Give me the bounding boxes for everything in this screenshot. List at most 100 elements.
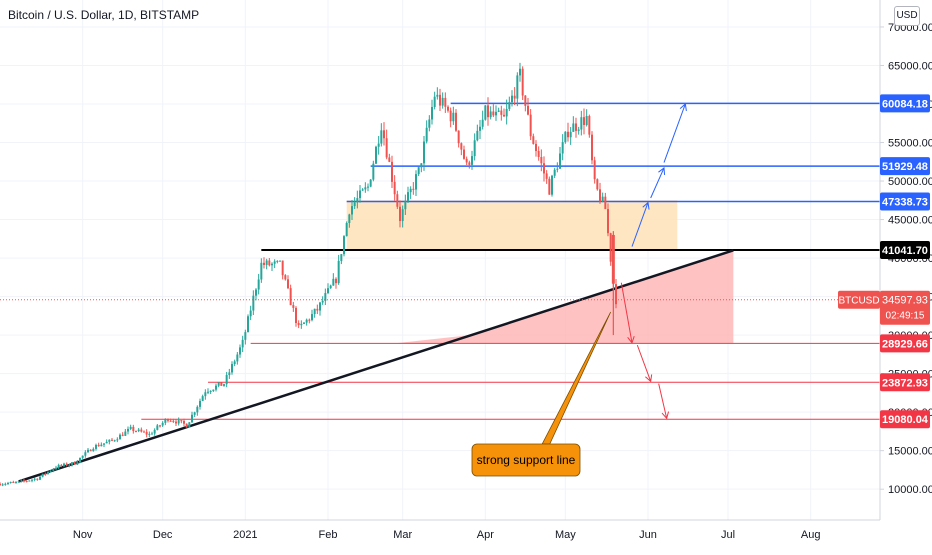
candle-body: [140, 429, 143, 432]
y-tick-label: 15000.00: [888, 446, 932, 458]
candle-body: [287, 279, 289, 289]
candle-body: [20, 480, 23, 482]
candle-body: [76, 462, 79, 465]
candle-body: [209, 390, 212, 392]
candle-body: [409, 188, 412, 193]
candle-body: [516, 75, 519, 99]
price-level-label: 47338.73: [882, 197, 928, 209]
candle-body: [484, 105, 487, 120]
price-level-tag: [880, 241, 930, 260]
candle-body: [609, 233, 612, 262]
candle-body: [561, 142, 564, 154]
candle-body: [41, 473, 44, 477]
candle-body: [292, 305, 295, 308]
candle-body: [545, 173, 548, 179]
candle-body: [596, 179, 599, 190]
candle-body: [233, 361, 236, 365]
candle-body: [84, 452, 87, 456]
candle-body: [47, 471, 49, 474]
currency-button[interactable]: USD: [894, 6, 920, 26]
candle-body: [44, 473, 47, 475]
countdown-label: 02:49:15: [886, 311, 925, 322]
candle-body: [271, 263, 273, 266]
candle-body: [457, 130, 460, 144]
price-level-tag: [880, 410, 930, 429]
candle-body: [297, 323, 300, 326]
x-tick-label: Mar: [393, 529, 412, 541]
candle-body: [39, 476, 41, 480]
candle-body: [81, 455, 84, 458]
candle-body: [329, 285, 332, 289]
candle-body: [521, 68, 524, 96]
candle-body: [353, 202, 356, 207]
callout-box: [471, 443, 581, 477]
candle-body: [193, 412, 196, 415]
candle-body: [295, 307, 297, 324]
candle-body: [337, 260, 340, 284]
candle-body: [372, 163, 375, 180]
x-tick-label: Jul: [721, 529, 735, 541]
candle-body: [25, 480, 28, 482]
y-tick-label: 10000.00: [888, 484, 932, 496]
candle-body: [300, 323, 303, 326]
candle-body: [225, 375, 228, 385]
candle-body: [201, 396, 204, 401]
candle-body: [231, 364, 233, 373]
candle-body: [263, 262, 265, 265]
candle-body: [159, 425, 161, 427]
candle-body: [375, 146, 377, 164]
candle-body: [569, 131, 572, 138]
price-level-tag: [880, 94, 930, 113]
x-tick-label: May: [555, 529, 576, 541]
arrow-head: [679, 103, 687, 111]
candle-body: [577, 129, 580, 131]
candle-body: [601, 196, 604, 202]
candle-body: [31, 479, 33, 481]
candle-body: [284, 275, 287, 280]
candle-body: [396, 194, 399, 207]
candle-body: [327, 288, 329, 294]
candle-body: [463, 149, 465, 159]
candle-body: [313, 308, 316, 315]
candle-body: [479, 126, 481, 131]
candle-body: [599, 189, 601, 202]
candle-body: [113, 440, 116, 442]
price-level-tag: [880, 192, 930, 211]
x-tick-label: Nov: [73, 529, 93, 541]
candle-body: [124, 431, 127, 436]
candle-body: [121, 434, 124, 436]
projection-arrow: [650, 167, 665, 199]
candle-body: [303, 322, 305, 324]
y-tick-label: 65000.00: [888, 60, 932, 72]
candle-body: [71, 462, 73, 465]
candle-body: [537, 151, 540, 157]
price-level-tag: [880, 334, 930, 353]
candle-body: [60, 465, 63, 467]
candle-body: [500, 110, 503, 115]
candle-body: [279, 260, 281, 262]
candle-body: [369, 179, 372, 187]
candle-body: [407, 192, 409, 201]
candle-body: [1, 484, 4, 486]
candle-body: [393, 181, 396, 195]
candle-body: [455, 112, 457, 131]
candle-body: [265, 260, 268, 265]
candle-body: [441, 97, 444, 106]
candle-body: [217, 382, 220, 386]
candle-body: [177, 420, 180, 424]
candle-body: [239, 347, 241, 355]
candle-body: [444, 97, 447, 107]
candle-body: [169, 420, 172, 422]
candle-body: [572, 123, 575, 132]
candle-body: [281, 260, 284, 276]
candle-body: [308, 319, 311, 321]
candle-body: [156, 425, 159, 430]
candle-body: [143, 431, 145, 433]
candle-body: [111, 439, 113, 441]
price-level-label: 51929.48: [882, 161, 928, 173]
candle-body: [137, 429, 140, 432]
candle-body: [273, 261, 276, 264]
candle-body: [524, 95, 527, 106]
